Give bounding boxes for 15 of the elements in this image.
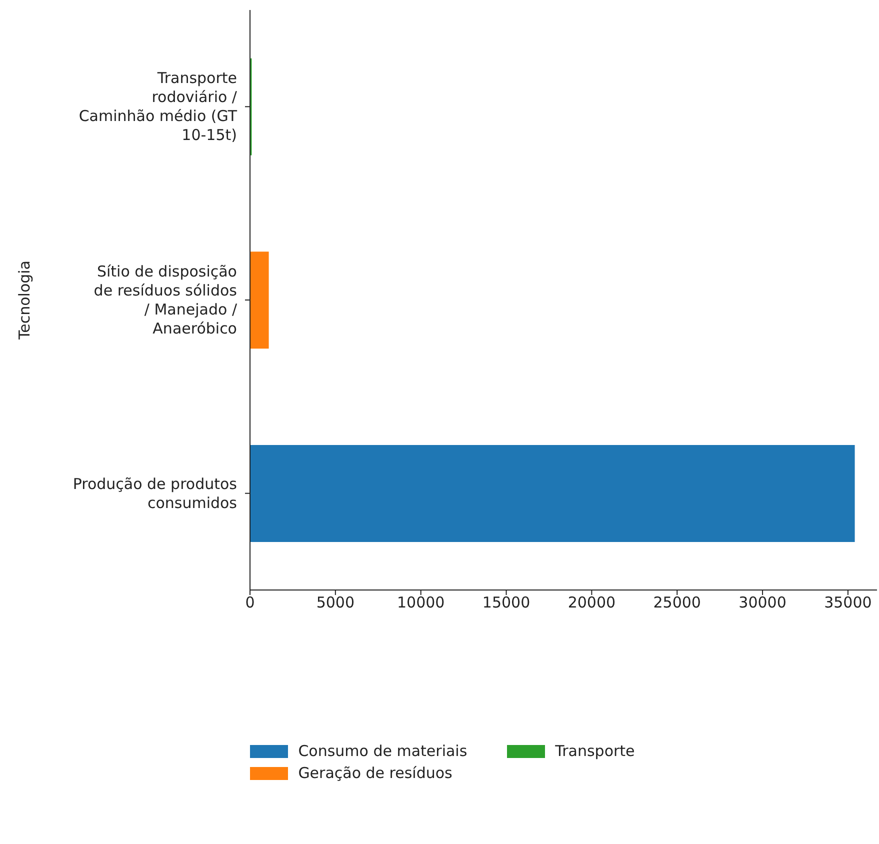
x-tick-label: 15000 [482,594,530,612]
x-tick-label: 20000 [568,594,616,612]
legend-label: Consumo de materiais [298,742,468,760]
x-tick-label: 0 [245,594,255,612]
x-tick-label: 35000 [824,594,872,612]
legend-label: Transporte [555,742,635,760]
x-tick-label: 25000 [653,594,701,612]
x-tick-label: 10000 [396,594,445,612]
y-tick-label: Transporte rodoviário / Caminhão médio (GT 10-15t) [78,69,238,144]
legend-label: Geração de resíduos [298,764,452,782]
y-tick-label: Produção de produtos consumidos [72,474,238,512]
y-axis-title: Tecnologia [15,260,34,340]
y-tick-label: Sítio de disposição de resíduos sólidos / Manejado / Anaeróbico [94,262,238,338]
x-tick-label: 5000 [316,594,355,612]
x-tick-label: 30000 [738,594,786,612]
